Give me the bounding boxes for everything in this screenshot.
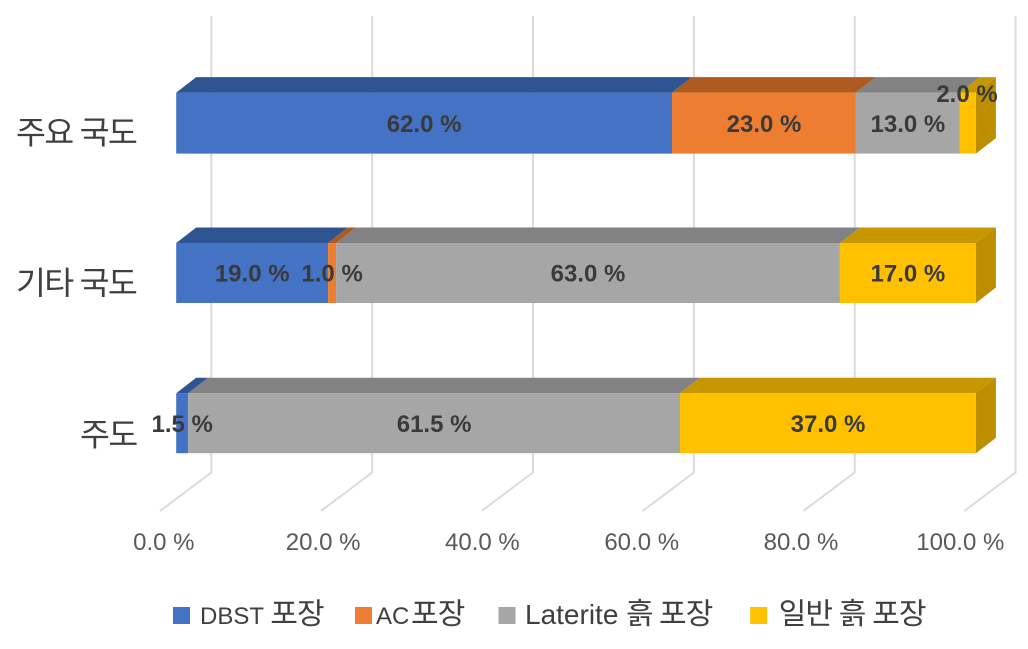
svg-text:0.0 %: 0.0 % [133,529,194,556]
svg-text:80.0 %: 80.0 % [764,529,839,556]
svg-text:60.0 %: 60.0 % [604,529,679,556]
svg-text:1.5 %: 1.5 % [152,411,213,438]
svg-text:13.0 %: 13.0 % [871,111,946,138]
svg-text:62.0 %: 62.0 % [387,111,462,138]
svg-text:40.0 %: 40.0 % [445,529,520,556]
svg-text:AC: AC [376,603,409,630]
svg-text:1.0 %: 1.0 % [301,261,362,288]
svg-text:63.0 %: 63.0 % [551,261,626,288]
svg-text:2.0 %: 2.0 % [936,81,997,108]
svg-text:23.0 %: 23.0 % [727,111,802,138]
svg-text:DBST: DBST [200,603,264,630]
svg-text:20.0 %: 20.0 % [286,529,361,556]
svg-text:61.5 %: 61.5 % [397,411,472,438]
svg-text:Laterite: Laterite [525,599,618,630]
svg-text:100.0 %: 100.0 % [916,529,1004,556]
svg-text:17.0 %: 17.0 % [871,261,946,288]
svg-text:37.0 %: 37.0 % [791,411,866,438]
svg-text:19.0 %: 19.0 % [215,261,290,288]
